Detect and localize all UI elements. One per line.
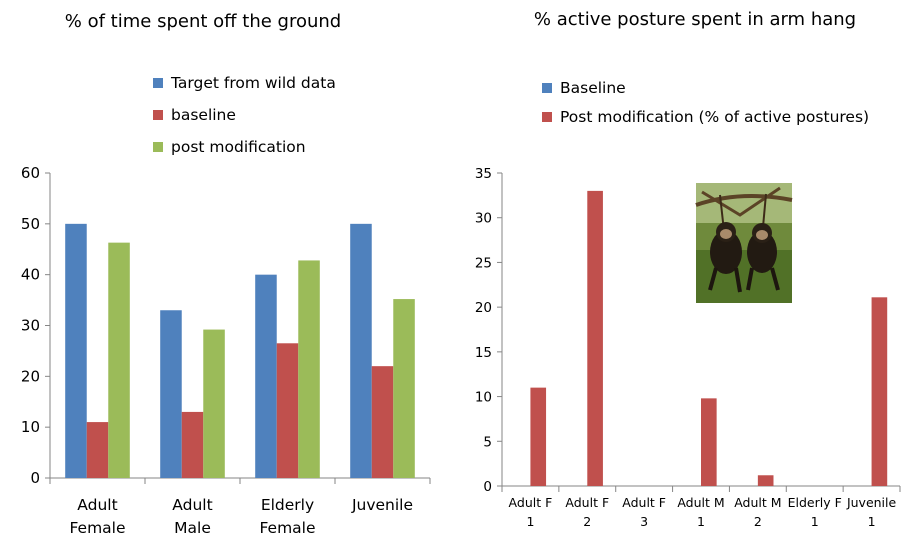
y-tick-label: 15 <box>475 345 492 361</box>
legend-swatch <box>153 110 163 120</box>
legend-swatch <box>153 78 163 88</box>
bar-post <box>757 475 774 486</box>
bar-post <box>587 190 603 486</box>
x-category-label: Female <box>69 519 125 537</box>
chart2-svg: % active posture spent in arm hang Basel… <box>475 9 901 529</box>
y-tick-label: 35 <box>475 166 492 182</box>
chart2-title: % active posture spent in arm hang <box>534 9 856 30</box>
legend-swatch <box>153 142 163 152</box>
x-category-label: 3 <box>640 514 648 529</box>
bar-target <box>350 223 372 478</box>
x-category-label: Male <box>174 519 211 537</box>
x-category-label: Adult M <box>734 495 781 510</box>
y-tick-label: 0 <box>483 479 492 495</box>
x-category-label: 1 <box>868 514 876 529</box>
legend-label: baseline <box>171 106 236 124</box>
bar-post <box>393 299 415 478</box>
y-tick-label: 10 <box>21 418 40 436</box>
bar-post <box>871 297 888 486</box>
bar-baseline <box>371 366 394 478</box>
x-category-label: Adult M <box>677 495 724 510</box>
x-category-label: Elderly <box>261 496 314 514</box>
bar-baseline <box>276 343 299 478</box>
chart-time-off-ground: % of time spent off the ground Target fr… <box>0 0 440 540</box>
bar-post <box>298 260 320 478</box>
bar-baseline <box>86 422 109 478</box>
y-tick-label: 30 <box>21 317 40 335</box>
y-tick-label: 20 <box>475 300 492 316</box>
bar-target <box>160 310 182 478</box>
x-category-label: 2 <box>754 514 762 529</box>
bar-post <box>203 329 225 478</box>
x-category-label: Adult F <box>565 495 609 510</box>
legend-label: post modification <box>171 138 306 156</box>
bar-post <box>701 398 717 486</box>
legend-swatch <box>542 112 552 122</box>
chart1-title: % of time spent off the ground <box>65 11 341 32</box>
x-category-label: Juvenile <box>846 495 897 510</box>
y-tick-label: 5 <box>483 434 492 450</box>
legend-swatch <box>542 83 552 93</box>
x-category-label: Female <box>259 519 315 537</box>
x-category-label: 1 <box>697 514 705 529</box>
x-category-label: Adult <box>77 496 117 514</box>
y-tick-label: 0 <box>30 469 40 487</box>
x-category-label: 2 <box>583 514 591 529</box>
x-category-label: 1 <box>526 514 534 529</box>
y-tick-label: 50 <box>21 215 40 233</box>
x-category-label: Elderly F <box>788 495 842 510</box>
chimpanzee-photo <box>695 183 793 303</box>
bar-post <box>530 387 547 486</box>
x-category-label: 1 <box>811 514 819 529</box>
legend-label: Baseline <box>560 79 626 97</box>
chart1-svg: % of time spent off the ground Target fr… <box>21 11 431 537</box>
x-category-label: Juvenile <box>351 496 413 514</box>
x-category-label: Adult F <box>622 495 666 510</box>
legend-label: Target from wild data <box>170 74 336 92</box>
y-tick-label: 40 <box>21 266 40 284</box>
x-category-label: Adult F <box>509 495 553 510</box>
y-tick-label: 60 <box>21 164 40 182</box>
y-tick-label: 30 <box>475 211 492 227</box>
x-category-label: Adult <box>172 496 212 514</box>
y-tick-label: 20 <box>21 367 40 385</box>
legend-label: Post modification (% of active postures) <box>560 108 869 126</box>
chart-arm-hang: % active posture spent in arm hang Basel… <box>440 0 901 540</box>
y-tick-label: 25 <box>475 255 492 271</box>
bar-target <box>255 274 277 478</box>
bar-baseline <box>181 411 204 478</box>
bar-post <box>108 242 130 478</box>
y-tick-label: 10 <box>475 390 492 406</box>
bar-target <box>65 223 87 478</box>
